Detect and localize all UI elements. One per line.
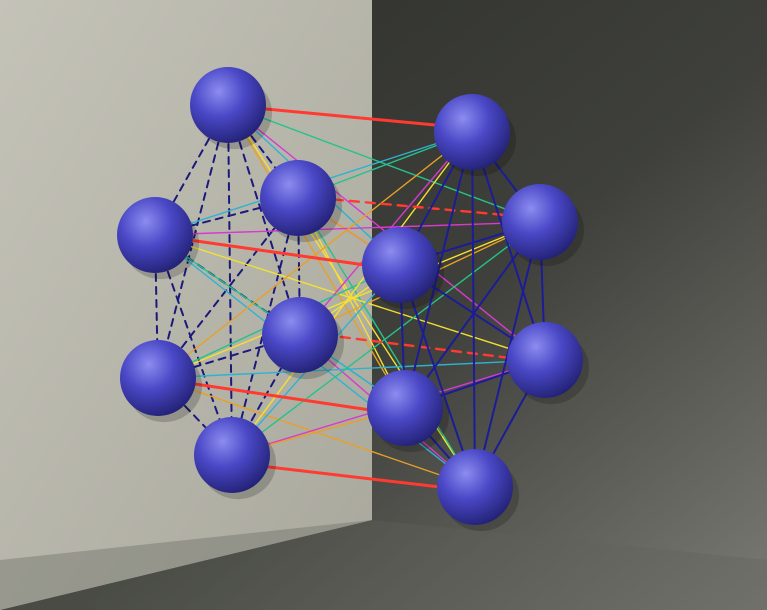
edge-right-solid <box>404 131 473 409</box>
edge-left-dashed <box>154 234 233 456</box>
edge-cross <box>154 234 546 361</box>
edge-cross <box>297 197 476 488</box>
edge-cross <box>157 221 541 379</box>
edge-red <box>166 235 367 267</box>
edge-red-dashed <box>316 196 507 217</box>
node-sphere-right <box>434 94 516 177</box>
node-sphere-left <box>262 297 344 380</box>
edge-cross <box>157 359 546 379</box>
edge-cross <box>231 221 541 456</box>
node-sphere-left <box>120 340 202 423</box>
node-sphere-left <box>260 160 342 243</box>
edge-cross <box>227 104 406 409</box>
edge-left-dashed <box>227 104 301 336</box>
edge-right-solid <box>471 131 476 488</box>
edge-left-dashed <box>157 104 229 379</box>
edge-cross <box>227 104 541 223</box>
edge-left-dashed <box>297 197 301 336</box>
edge-cross <box>157 131 473 379</box>
edge-right-solid <box>471 131 546 361</box>
edge-cross <box>297 197 406 409</box>
node-sphere-right <box>362 227 444 310</box>
edge-red <box>250 463 442 489</box>
edge-cross <box>154 221 541 236</box>
edge-right-solid <box>404 221 541 409</box>
node-sphere-left <box>190 67 272 150</box>
edge-red <box>243 105 437 127</box>
node-sphere-right <box>367 370 449 453</box>
node-sphere-right <box>437 449 519 532</box>
node-sphere-left <box>194 417 276 500</box>
floor-shadow <box>0 520 767 610</box>
node-sphere-right <box>502 184 584 267</box>
edge-red <box>166 378 372 412</box>
edge-cross <box>231 131 473 456</box>
edge-red-dashed <box>323 333 512 360</box>
graph-nodes <box>117 67 589 532</box>
edge-left-dashed <box>157 197 299 379</box>
edge-right-solid <box>399 264 476 488</box>
node-sphere-right <box>507 322 589 405</box>
node-sphere-left <box>117 197 199 280</box>
edge-left-dashed <box>227 104 233 456</box>
